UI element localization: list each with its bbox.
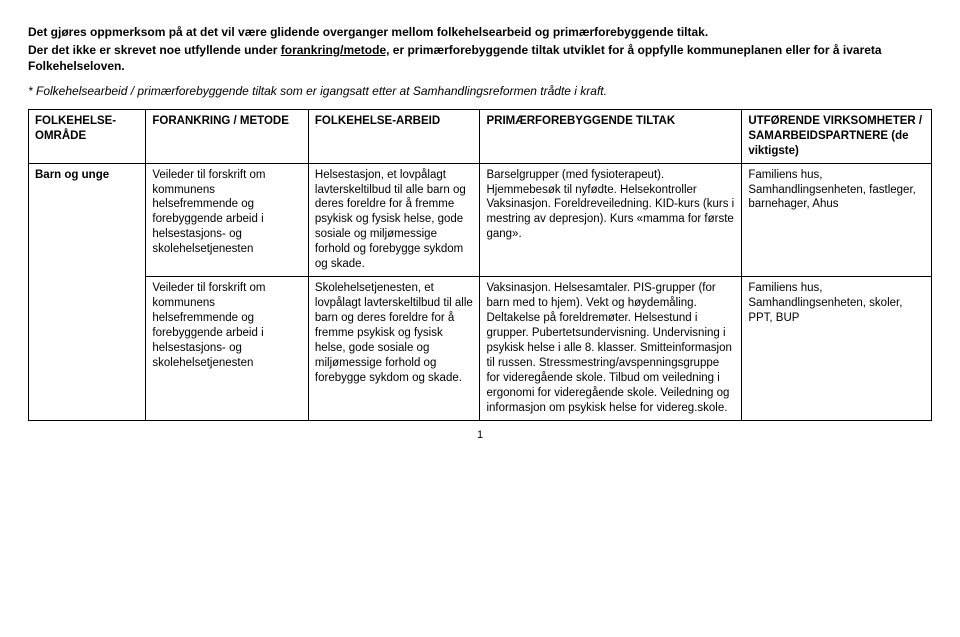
header-forankring: FORANKRING / METODE xyxy=(146,109,309,163)
cell-forankring: Veileder til forskrift om kommunens hels… xyxy=(146,277,309,420)
cell-arbeid: Skolehelsetjenesten, et lovpålagt lavter… xyxy=(308,277,480,420)
intro-block: Det gjøres oppmerksom på at det vil være… xyxy=(28,24,932,99)
cell-omrade: Barn og unge xyxy=(29,163,146,420)
folkehelse-table: FOLKEHELSE-OMRÅDE FORANKRING / METODE FO… xyxy=(28,109,932,421)
cell-forankring: Veileder til forskrift om kommunens hels… xyxy=(146,163,309,277)
intro-line-1: Det gjøres oppmerksom på at det vil være… xyxy=(28,24,932,40)
table-row: Barn og unge Veileder til forskrift om k… xyxy=(29,163,932,277)
cell-arbeid: Helsestasjon, et lovpålagt lavterskeltil… xyxy=(308,163,480,277)
cell-tiltak: Barselgrupper (med fysioterapeut). Hjemm… xyxy=(480,163,742,277)
header-virksomheter: UTFØRENDE VIRKSOMHETER / SAMARBEIDSPARTN… xyxy=(742,109,932,163)
cell-virksomheter: Familiens hus, Samhandlingsenheten, skol… xyxy=(742,277,932,420)
cell-virksomheter: Familiens hus, Samhandlingsenheten, fast… xyxy=(742,163,932,277)
intro-line-2-underline: forankring/metode, xyxy=(281,43,390,57)
cell-tiltak: Vaksinasjon. Helsesamtaler. PIS-grupper … xyxy=(480,277,742,420)
header-arbeid: FOLKEHELSE-ARBEID xyxy=(308,109,480,163)
table-row: Veileder til forskrift om kommunens hels… xyxy=(29,277,932,420)
intro-line-2: Der det ikke er skrevet noe utfyllende u… xyxy=(28,42,932,74)
intro-line-2a: Der det ikke er skrevet noe utfyllende u… xyxy=(28,43,281,57)
intro-line-3: * Folkehelsearbeid / primærforebyggende … xyxy=(28,83,932,99)
table-header-row: FOLKEHELSE-OMRÅDE FORANKRING / METODE FO… xyxy=(29,109,932,163)
header-tiltak: PRIMÆRFOREBYGGENDE TILTAK xyxy=(480,109,742,163)
page-number: 1 xyxy=(28,429,932,441)
header-omrade: FOLKEHELSE-OMRÅDE xyxy=(29,109,146,163)
